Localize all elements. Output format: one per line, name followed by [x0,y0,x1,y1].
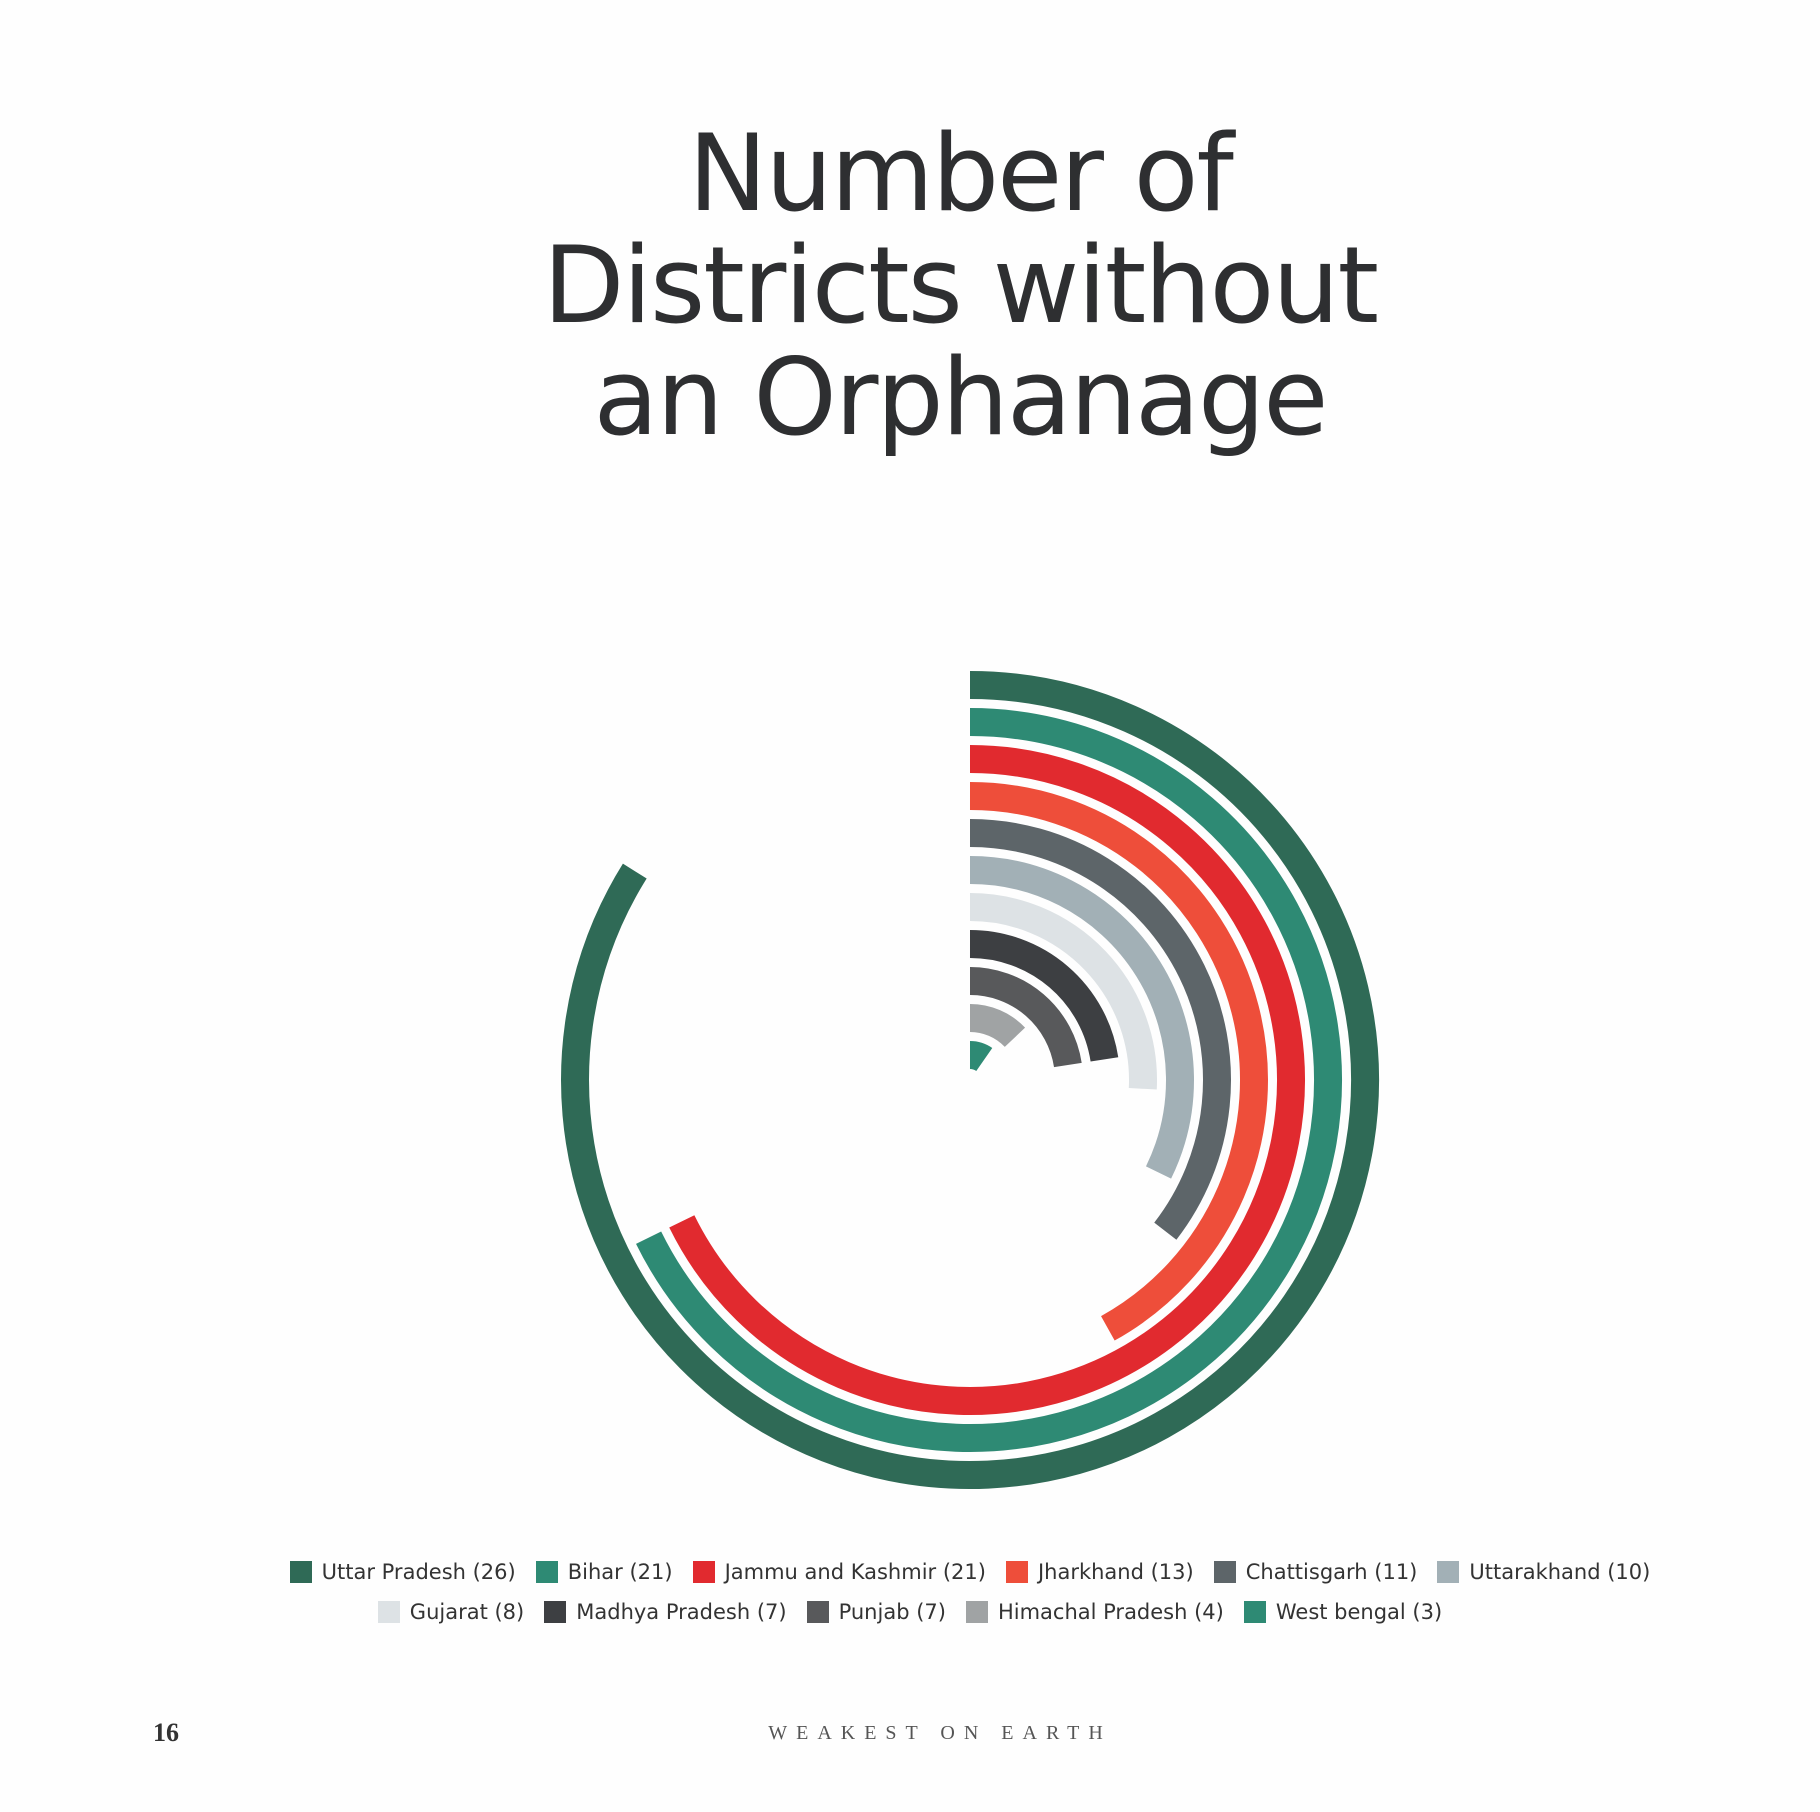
legend-label: Jammu and Kashmir (21) [724,1560,986,1584]
legend-label: Uttar Pradesh (26) [321,1560,516,1584]
legend-item-uttarakhand: Uttarakhand (10) [1437,1560,1650,1584]
legend-swatch [1005,1561,1028,1583]
legend-swatch [289,1561,312,1583]
legend-item-bihar: Bihar (21) [535,1560,673,1584]
legend-item-gujarat: Gujarat (8) [377,1600,525,1624]
legend-label: Chattisgarh (11) [1245,1560,1418,1584]
legend-item-uttar-pradesh: Uttar Pradesh (26) [289,1560,516,1584]
legend-item-jammu-and-kashmir: Jammu and Kashmir (21) [692,1560,986,1584]
radial-bar-punjab [969,967,1082,1068]
radial-bar-uttar-pradesh [561,671,1379,1489]
radial-bar-west-bengal [968,1041,993,1072]
legend-item-punjab: Punjab (7) [806,1600,946,1624]
title-line-2: Districts without [542,224,1379,347]
legend-swatch [1437,1561,1460,1583]
legend-label: Gujarat (8) [409,1600,525,1624]
radial-bar-chart [561,671,1379,1489]
radial-bar-chattisgarh [969,819,1231,1240]
legend-row-1: Uttar Pradesh (26) Bihar (21) Jammu and … [0,1560,1820,1584]
legend-swatch [965,1601,988,1623]
legend-item-jharkhand: Jharkhand (13) [1005,1560,1194,1584]
page-number: 16 [153,1718,179,1747]
legend-label: Jharkhand (13) [1037,1560,1194,1584]
legend-item-himachal-pradesh: Himachal Pradesh (4) [965,1600,1224,1624]
legend-swatch [1243,1601,1266,1623]
legend-swatch [692,1561,715,1583]
legend-swatch [544,1601,567,1623]
legend-label: Madhya Pradesh (7) [576,1600,787,1624]
legend-swatch [535,1561,558,1583]
radial-bar-madhya-pradesh [969,930,1119,1062]
legend-label: Bihar (21) [567,1560,673,1584]
legend-item-chattisgarh: Chattisgarh (11) [1213,1560,1418,1584]
title-line-1: Number of [688,112,1234,235]
legend-swatch [377,1601,400,1623]
legend-label: Himachal Pradesh (4) [997,1600,1224,1624]
publication-title: WEAKEST ON EARTH [768,1722,1112,1744]
legend-label: West bengal (3) [1275,1600,1443,1624]
radial-bar-uttarakhand [969,856,1194,1179]
radial-bar-gujarat [969,893,1157,1090]
radial-bar-bihar [636,708,1342,1452]
radial-bar-jharkhand [969,782,1268,1341]
legend-swatch [1213,1561,1236,1583]
chart-title: Number of Districts without an Orphanage [410,118,1510,454]
title-line-3: an Orphanage [593,336,1329,459]
legend-label: Punjab (7) [838,1600,946,1624]
legend-swatch [806,1601,829,1623]
radial-bar-himachal-pradesh [969,1004,1026,1048]
radial-bar-jammu-and-kashmir [669,745,1305,1415]
legend-row-2: Gujarat (8) Madhya Pradesh (7) Punjab (7… [0,1600,1820,1624]
legend: Uttar Pradesh (26) Bihar (21) Jammu and … [0,1560,1820,1640]
legend-item-madhya-pradesh: Madhya Pradesh (7) [544,1600,787,1624]
legend-label: Uttarakhand (10) [1469,1560,1651,1584]
legend-item-west-bengal: West bengal (3) [1243,1600,1443,1624]
